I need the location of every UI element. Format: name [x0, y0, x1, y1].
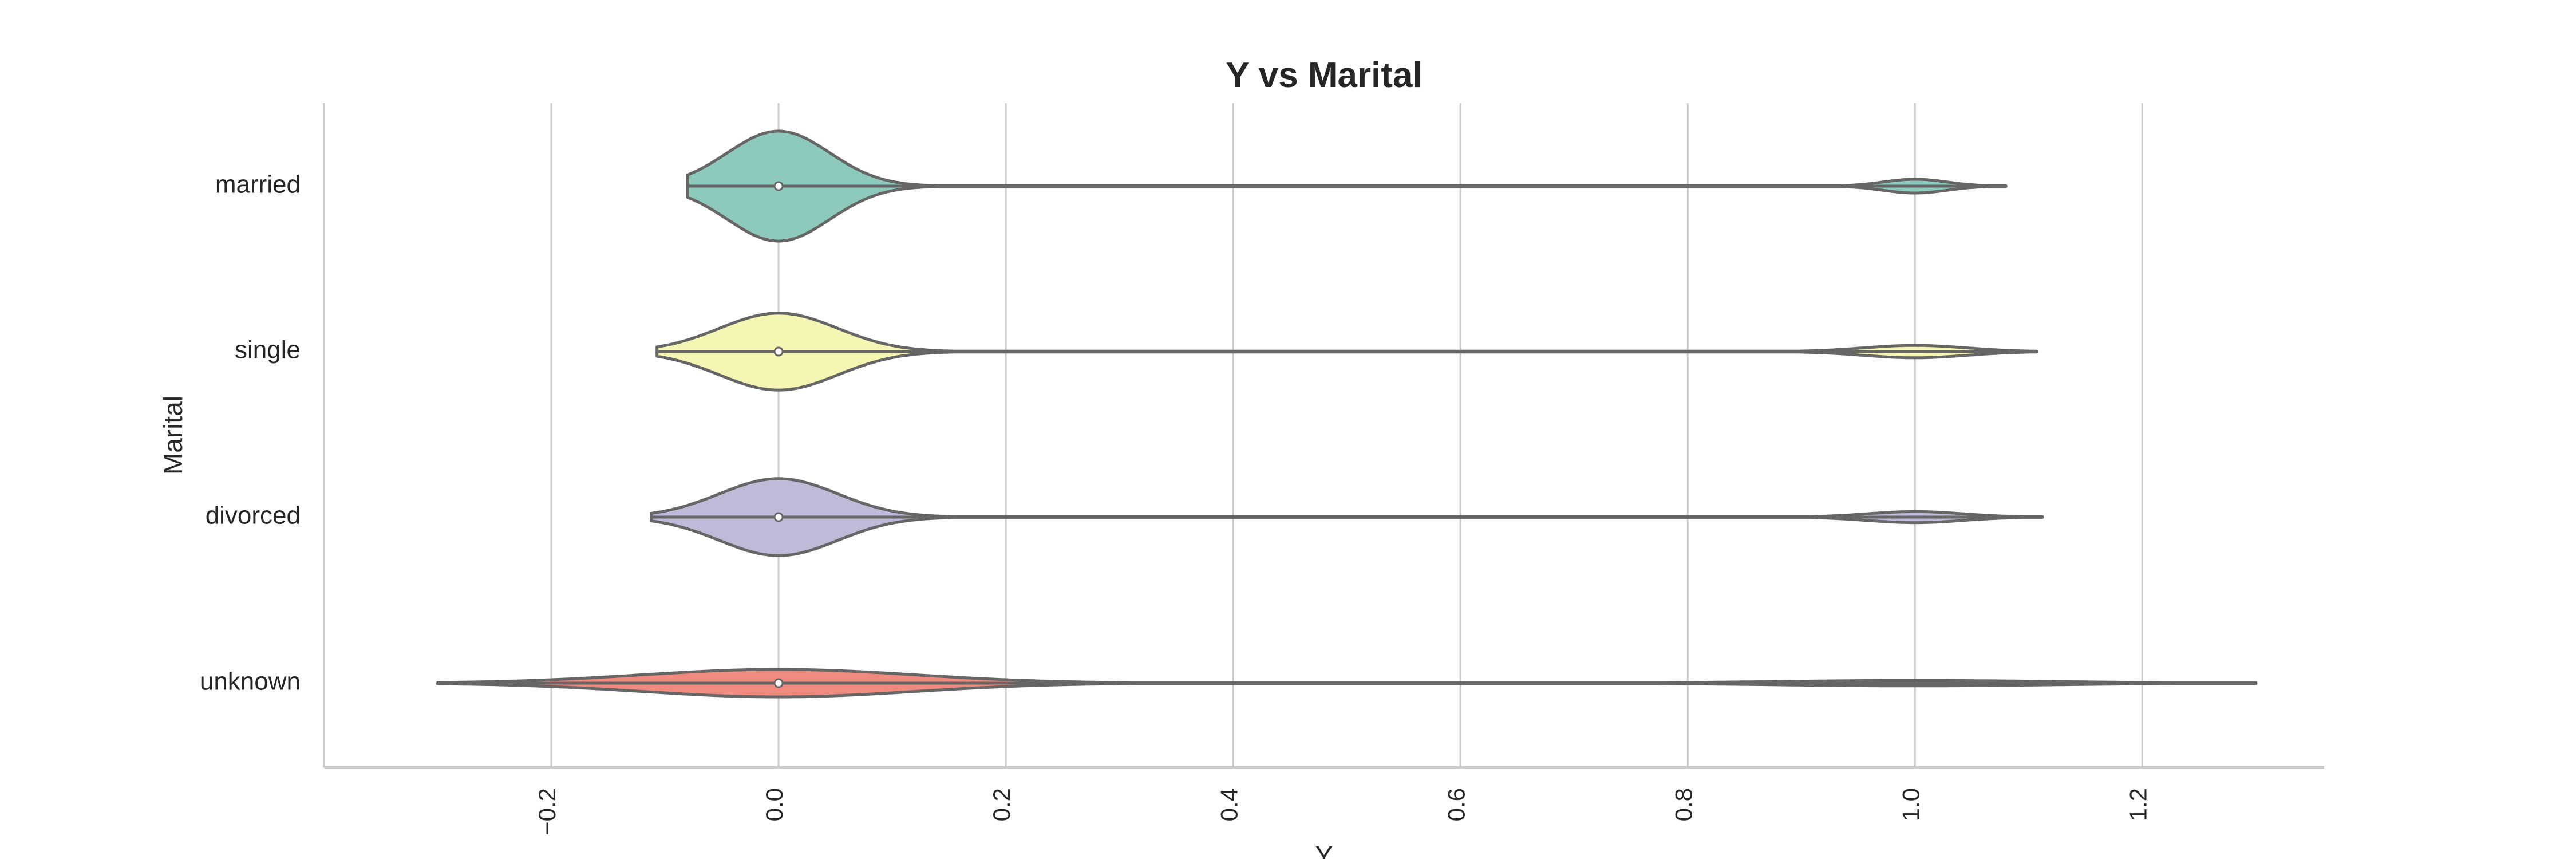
x-tick-label-5: 0.8: [1670, 788, 1697, 821]
x-tick-label-2: 0.2: [988, 788, 1015, 821]
y-tick-label-unknown: unknown: [200, 668, 301, 696]
median-marker-married: [773, 181, 784, 191]
x-tick-label-1: 0.0: [761, 788, 788, 821]
chart-title: Y vs Marital: [1226, 56, 1422, 95]
x-tick-labels: −0.2 0.0 0.2 0.4 0.6 0.8 1.0 1.2: [534, 788, 2151, 836]
y-axis-label: Marital: [158, 396, 188, 475]
violin-group-divorced: [650, 477, 2044, 557]
y-tick-label-divorced: divorced: [206, 502, 301, 530]
x-tick-label-4: 0.6: [1443, 788, 1469, 821]
y-tick-label-married: married: [215, 171, 301, 199]
y-tick-labels: married single divorced unknown: [200, 171, 301, 696]
violin-group-unknown: [436, 668, 2258, 699]
x-tick-label-7: 1.2: [2124, 788, 2151, 821]
x-axis-label: Y: [1315, 841, 1333, 859]
axes-spines: [323, 103, 2324, 769]
violin-group-married: [686, 129, 2008, 243]
x-tick-label-6: 1.0: [1897, 788, 1924, 821]
median-marker-divorced: [773, 512, 784, 522]
violins: [436, 129, 2258, 699]
median-marker-single: [773, 346, 784, 357]
violin-group-single: [655, 312, 2038, 392]
y-tick-label-single: single: [235, 336, 301, 364]
x-tick-label-0: −0.2: [534, 788, 560, 836]
median-marker-unknown: [773, 678, 784, 688]
x-tick-label-3: 0.4: [1215, 788, 1242, 821]
